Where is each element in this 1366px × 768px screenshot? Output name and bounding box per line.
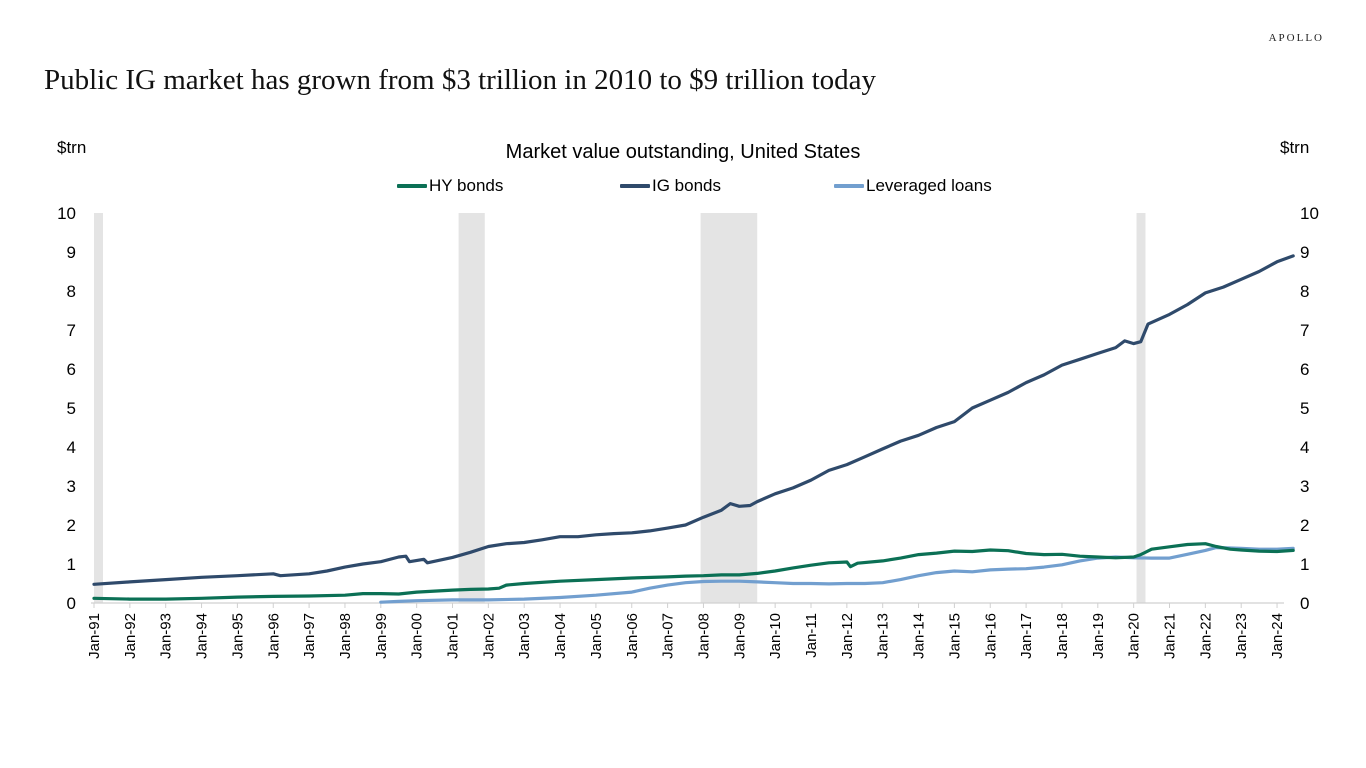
- x-tick-label: Jan-20: [1126, 613, 1143, 659]
- x-tick-label: Jan-24: [1269, 613, 1286, 659]
- recession-band: [1136, 213, 1146, 603]
- legend-label-leveraged-loans: Leveraged loans: [866, 176, 992, 195]
- y-tick-label-right: 9: [1300, 243, 1309, 262]
- x-tick-label: Jan-06: [624, 613, 641, 659]
- x-tick-label: Jan-97: [301, 613, 318, 659]
- y-tick-label-left: 2: [67, 516, 76, 535]
- y-tick-label-left: 0: [67, 594, 76, 613]
- y-tick-label-right: 10: [1300, 204, 1319, 223]
- x-tick-label: Jan-19: [1090, 613, 1107, 659]
- x-tick-label: Jan-04: [552, 613, 569, 659]
- y-axis-unit-right: $trn: [1280, 138, 1310, 157]
- series-line-ig-bonds: [92, 254, 1295, 586]
- y-axis-right-labels: 0 1 2 3 4 5 6 7 8 9 10: [1300, 204, 1319, 613]
- series-line-hy-bonds: [92, 542, 1295, 601]
- x-tick-label: Jan-92: [122, 613, 139, 659]
- x-tick-label: Jan-94: [194, 613, 211, 659]
- y-axis-left-labels: 0 1 2 3 4 5 6 7 8 9 10: [57, 204, 76, 613]
- x-tick-label: Jan-17: [1018, 613, 1035, 659]
- x-axis-labels: Jan-91 Jan-92 Jan-93 Jan-94 Jan-95 Jan-96 Jan-…: [86, 613, 1286, 659]
- x-tick-label: Jan-98: [337, 613, 354, 659]
- x-tick-label: Jan-03: [516, 613, 533, 659]
- legend-label-ig-bonds: IG bonds: [652, 176, 721, 195]
- y-tick-label-right: 1: [1300, 555, 1309, 574]
- y-tick-label-right: 2: [1300, 516, 1309, 535]
- x-tick-label: Jan-05: [588, 613, 605, 659]
- recession-bands: [94, 213, 1146, 603]
- recession-band: [458, 213, 485, 603]
- y-tick-label-right: 8: [1300, 282, 1309, 301]
- y-tick-label-left: 8: [67, 282, 76, 301]
- x-tick-label: Jan-91: [86, 613, 103, 659]
- recession-band: [700, 213, 758, 603]
- legend-item-ig-bonds: IG bonds: [620, 176, 721, 196]
- y-tick-label-left: 4: [67, 438, 76, 457]
- y-tick-label-left: 3: [67, 477, 76, 496]
- y-tick-label-left: 7: [67, 321, 76, 340]
- legend-swatch-ig-bonds: [620, 184, 650, 188]
- brand-logo: APOLLO: [1268, 32, 1324, 44]
- x-tick-label: Jan-23: [1233, 613, 1250, 659]
- x-tick-label: Jan-08: [695, 613, 712, 659]
- x-tick-label: Jan-95: [229, 613, 246, 659]
- legend-item-leveraged-loans: Leveraged loans: [834, 176, 992, 196]
- x-tick-label: Jan-09: [731, 613, 748, 659]
- x-tick-label: Jan-99: [373, 613, 390, 659]
- y-tick-label-left: 5: [67, 399, 76, 418]
- x-tick-label: Jan-01: [445, 613, 462, 659]
- y-tick-label-left: 9: [67, 243, 76, 262]
- series-lines: [92, 254, 1295, 604]
- legend-label-hy-bonds: HY bonds: [429, 176, 504, 195]
- y-tick-label-right: 6: [1300, 360, 1309, 379]
- x-tick-label: Jan-96: [265, 613, 282, 659]
- x-tick-label: Jan-93: [158, 613, 175, 659]
- x-tick-label: Jan-21: [1162, 613, 1179, 659]
- y-axis-unit-left: $trn: [57, 138, 87, 157]
- recession-band: [94, 213, 103, 603]
- x-tick-label: Jan-07: [660, 613, 677, 659]
- y-tick-label-right: 3: [1300, 477, 1309, 496]
- x-tick-label: Jan-02: [480, 613, 497, 659]
- legend-swatch-hy-bonds: [397, 184, 427, 188]
- x-tick-label: Jan-11: [803, 613, 820, 658]
- series-line-leveraged-loans: [379, 546, 1295, 604]
- legend-swatch-leveraged-loans: [834, 184, 864, 188]
- y-tick-label-left: 1: [67, 555, 76, 574]
- x-tick-label: Jan-18: [1054, 613, 1071, 659]
- x-tick-label: Jan-13: [875, 613, 892, 659]
- x-tick-label: Jan-15: [946, 613, 963, 659]
- y-tick-label-right: 5: [1300, 399, 1309, 418]
- legend-item-hy-bonds: HY bonds: [397, 176, 503, 196]
- axes: [91, 602, 1284, 608]
- y-tick-label-right: 7: [1300, 321, 1309, 340]
- chart-legend: HY bonds IG bonds Leveraged loans: [0, 176, 1366, 198]
- x-tick-label: Jan-00: [409, 613, 426, 659]
- x-tick-label: Jan-10: [767, 613, 784, 659]
- x-tick-label: Jan-16: [982, 613, 999, 659]
- x-tick-label: Jan-14: [911, 613, 928, 659]
- y-tick-label-left: 6: [67, 360, 76, 379]
- x-tick-label: Jan-12: [839, 613, 856, 659]
- y-tick-label-right: 0: [1300, 594, 1309, 613]
- x-tick-label: Jan-22: [1197, 613, 1214, 659]
- page-headline: Public IG market has grown from $3 trill…: [44, 64, 877, 96]
- y-tick-label-left: 10: [57, 204, 76, 223]
- chart-title: Market value outstanding, United States: [505, 141, 861, 163]
- y-tick-label-right: 4: [1300, 438, 1309, 457]
